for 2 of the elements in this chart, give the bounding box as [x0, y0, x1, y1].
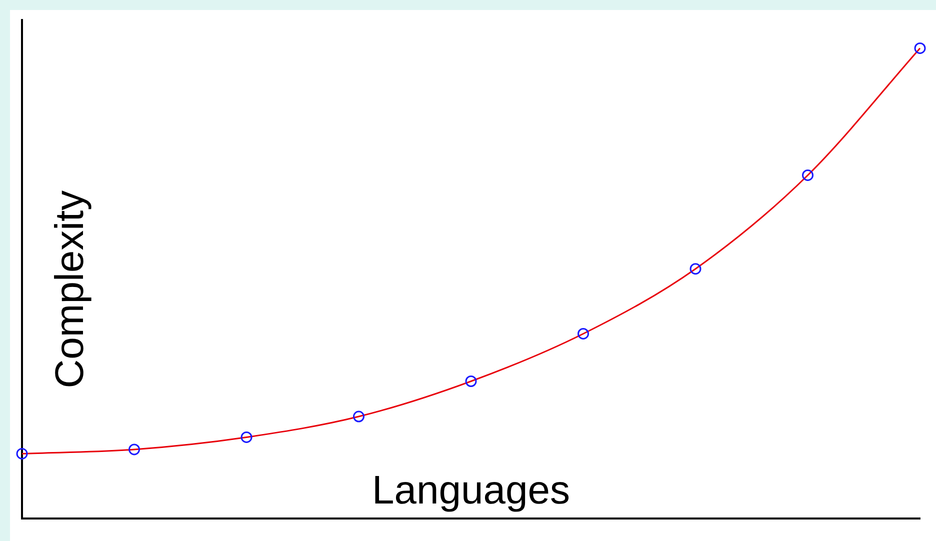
x-axis-title: Languages: [372, 468, 570, 513]
y-axis-title: Complexity: [48, 190, 92, 388]
